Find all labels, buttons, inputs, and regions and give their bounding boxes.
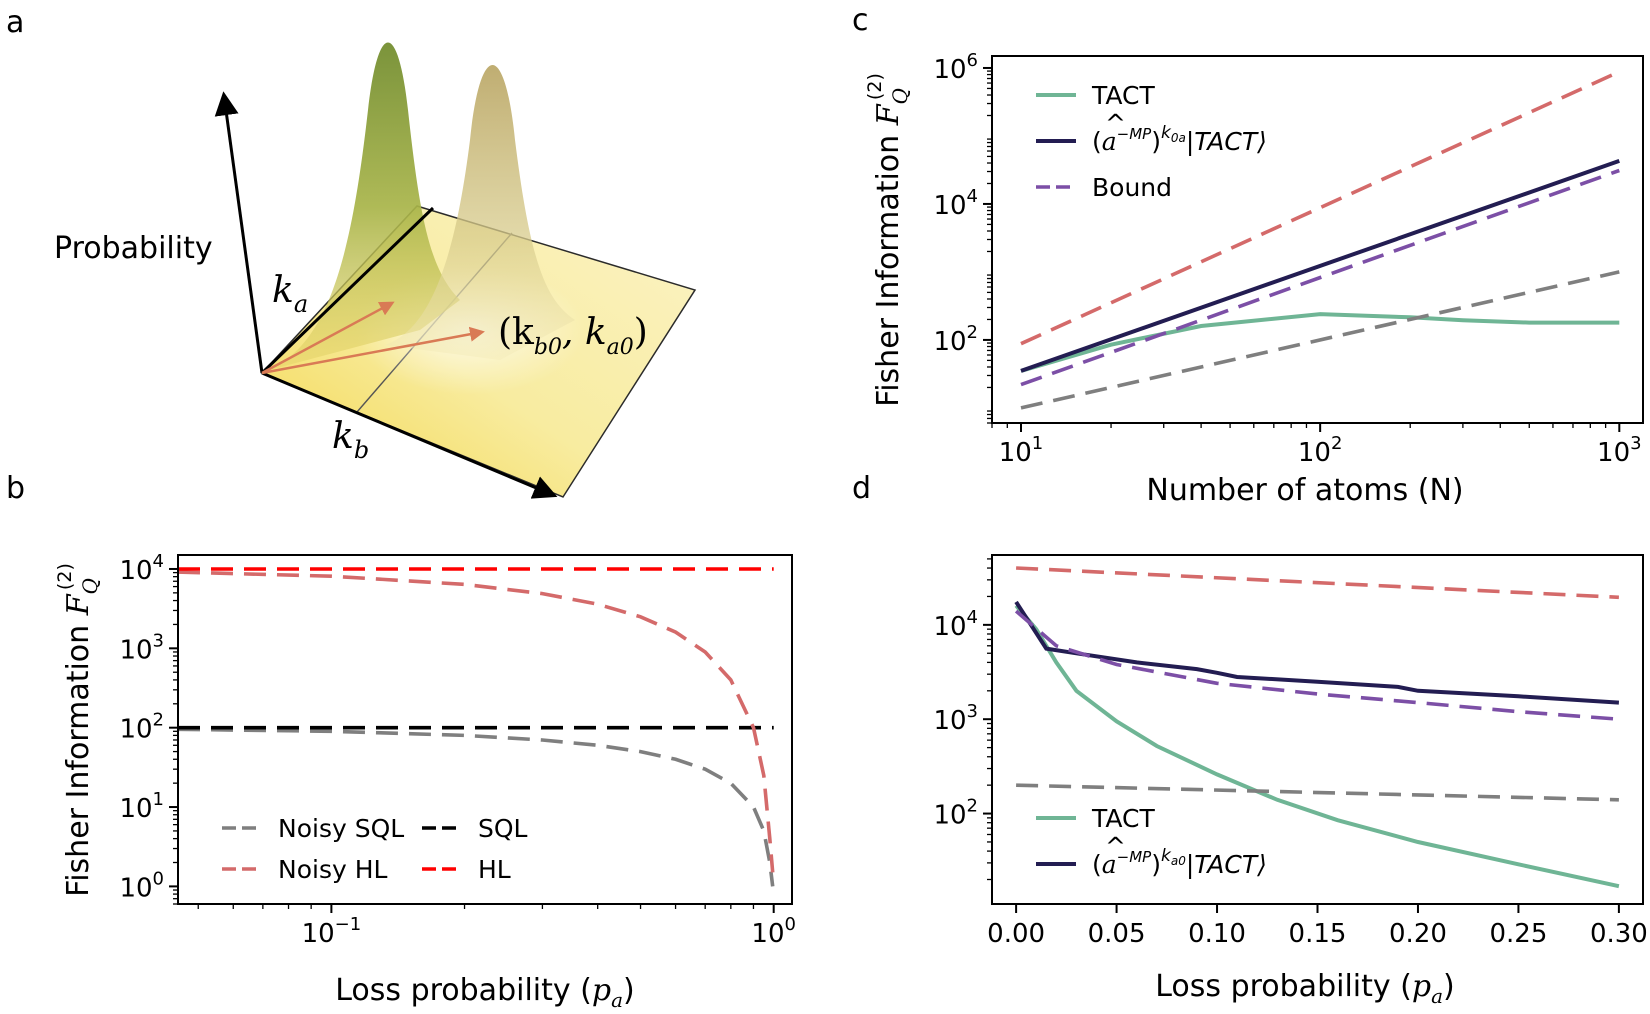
legend-label: Noisy HL (278, 855, 388, 884)
y-tick-label: 101 (119, 789, 164, 824)
series-line-sql (1016, 783, 1619, 802)
hat-accent: ^ (1105, 832, 1126, 861)
x-tick-label: 100 (751, 914, 796, 949)
legend-label: TACT (1091, 804, 1155, 833)
x-tick-label: 102 (1298, 433, 1343, 468)
x-tick-label: 0.00 (987, 919, 1045, 949)
series-line-hl (1016, 566, 1619, 600)
legend-label: (a−MP)k0a|TACT⟩ (1092, 123, 1267, 156)
series-line-tact (1014, 604, 1620, 889)
y-tick-label: 100 (119, 868, 164, 903)
y-tick-label: 102 (119, 710, 164, 745)
series-line-sql (1020, 270, 1620, 410)
y-tick-label: 103 (933, 701, 978, 736)
series-line-bound (1014, 609, 1620, 721)
panel-d-label: d (852, 471, 871, 506)
panel-a-illustration: a Probability ka kb (kb0, ka0) (6, 5, 697, 499)
kb-axis (261, 371, 558, 499)
plot-frame (991, 554, 1644, 905)
panel-b-label: b (6, 471, 25, 506)
y-axis-label: Fisher Information FQ(2) (54, 563, 102, 897)
chart-d: 0.00 0.05 0.10 0.15 0.20 0.25 0.30 102 103 104 Los… (933, 554, 1648, 1008)
chart-b: 10−1 100 100 101 102 103 104 Loss probability (… (54, 551, 796, 1012)
x-axis-label: Loss probability (pa) (335, 973, 635, 1012)
panel-a-label: a (6, 5, 24, 40)
series-line--mp-ka0-tact- (1014, 600, 1620, 705)
x-tick-label: 103 (1597, 433, 1642, 468)
y-tick-label: 106 (933, 50, 978, 85)
y-tick-label: 102 (933, 796, 978, 831)
x-tick-label: 0.25 (1489, 919, 1547, 949)
x-axis-label: Number of atoms (N) (1146, 473, 1463, 508)
chart-c: 101 102 103 102 104 106 Number of atoms (N) Fis… (864, 50, 1644, 508)
series-line--mp-k0a-tact- (1020, 159, 1620, 373)
distribution-peak-1 (262, 42, 460, 372)
distribution-peak-2 (385, 65, 575, 360)
x-tick-label: 10−1 (302, 914, 362, 949)
series-line-noisy-sql (178, 727, 775, 887)
series-line-tact (1020, 312, 1620, 373)
y-tick-label: 102 (933, 322, 978, 357)
ka-axis (260, 206, 435, 375)
series-line-hl (1020, 70, 1621, 346)
x-tick-label: 0.15 (1289, 919, 1347, 949)
kb-label: kb (332, 416, 369, 464)
plot-frame (991, 55, 1644, 424)
y-tick-label: 104 (119, 551, 164, 586)
legend-label: HL (478, 855, 511, 884)
legend-label: TACT (1091, 81, 1155, 110)
hat-accent: ^ (1105, 109, 1126, 138)
point-label: (kb0, ka0) (498, 312, 648, 360)
legend-label: (a−MP)ka0|TACT⟩ (1092, 846, 1267, 879)
y-tick-label: 103 (119, 630, 164, 665)
y-tick-label: 104 (933, 607, 978, 642)
x-tick-label: 0.10 (1188, 919, 1246, 949)
x-tick-label: 0.30 (1590, 919, 1648, 949)
plot-frame (177, 554, 793, 905)
x-tick-label: 0.05 (1088, 919, 1146, 949)
panel-c-label: c (852, 3, 869, 38)
series-line-bound (1020, 168, 1620, 387)
legend-label: SQL (478, 814, 528, 843)
vector-1 (261, 301, 395, 375)
x-tick-label: 0.20 (1389, 919, 1447, 949)
probability-axis-label: Probability (54, 231, 213, 266)
ka-label: ka (272, 270, 308, 318)
x-tick-label: 101 (999, 433, 1044, 468)
legend-label: Noisy SQL (278, 814, 404, 843)
probability-axis (214, 91, 264, 374)
legend-label: Bound (1092, 173, 1172, 202)
vector-2 (261, 326, 485, 375)
series-line-noisy-hl (178, 570, 775, 873)
y-axis-label: Fisher Information FQ(2) (864, 73, 912, 407)
y-tick-label: 104 (933, 186, 978, 221)
x-axis-label: Loss probability (pa) (1155, 969, 1455, 1008)
